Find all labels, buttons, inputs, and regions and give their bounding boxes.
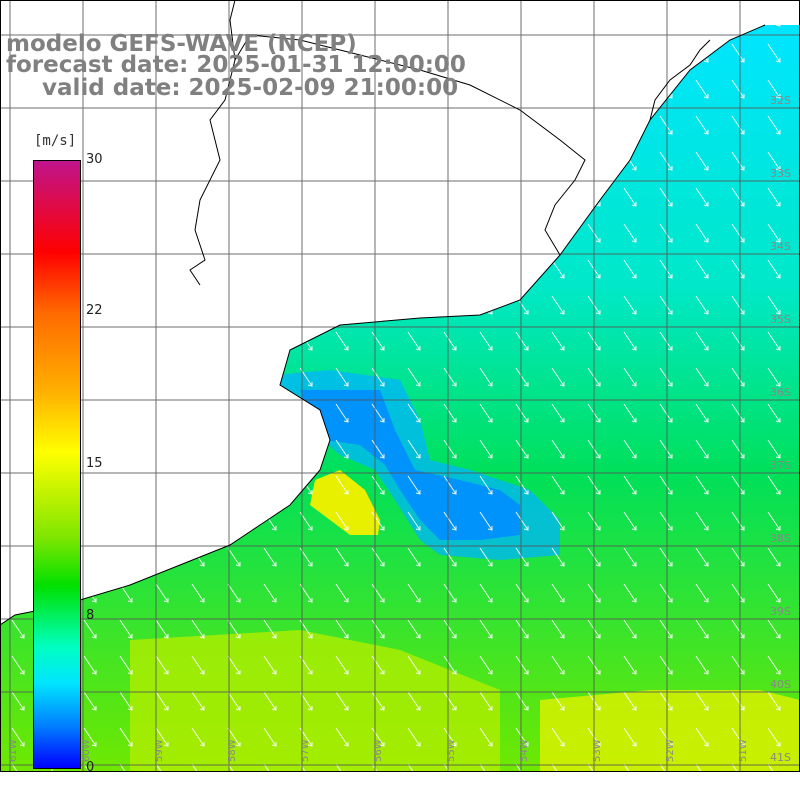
country-border-north bbox=[229, 0, 236, 61]
colorbar-tick: 0 bbox=[86, 760, 95, 775]
lat-label: 40S bbox=[770, 678, 791, 691]
lat-label: 37S bbox=[770, 459, 791, 472]
valid-date: valid date: 2025-02-09 21:00:00 bbox=[42, 75, 459, 101]
lat-label: 35S bbox=[770, 313, 791, 326]
colorbar-tick: 8 bbox=[86, 608, 95, 623]
lon-label: 53W bbox=[592, 739, 603, 762]
lat-label: 33S bbox=[770, 167, 791, 180]
lagoa-dos-patos bbox=[649, 39, 711, 121]
lon-label: 51W bbox=[738, 739, 749, 762]
lon-label: 61W bbox=[8, 739, 19, 762]
lat-label: 38S bbox=[770, 532, 791, 545]
sea-field bbox=[0, 0, 800, 772]
colorbar-unit: [m/s] bbox=[34, 133, 77, 149]
coastline bbox=[0, 0, 766, 626]
lat-lon-grid bbox=[0, 0, 800, 772]
lon-label: 56W bbox=[373, 739, 384, 762]
lon-label: 59W bbox=[154, 739, 165, 762]
lon-labels: 61W 60W 59W 58W 57W 56W 55W 54W 53W 52W … bbox=[8, 739, 749, 762]
colorbar-tick: 22 bbox=[86, 303, 103, 318]
lon-label: 55W bbox=[446, 739, 457, 762]
lat-labels: 32S 33S 34S 35S 36S 37S 38S 39S 40S 41S bbox=[770, 94, 791, 764]
land-mass bbox=[0, 0, 800, 625]
lat-label: 41S bbox=[770, 751, 791, 764]
lat-label: 39S bbox=[770, 605, 791, 618]
country-border-uruguay bbox=[189, 34, 586, 286]
colorbar bbox=[33, 160, 81, 769]
lon-label: 57W bbox=[300, 739, 311, 762]
lat-label: 34S bbox=[770, 240, 791, 253]
lon-label: 52W bbox=[665, 739, 676, 762]
lat-label: 36S bbox=[770, 386, 791, 399]
model-title: modelo GEFS-WAVE (NCEP) bbox=[6, 31, 357, 57]
lon-label: 54W bbox=[519, 739, 530, 762]
colorbar-tick: 15 bbox=[86, 456, 103, 471]
lat-label: 32S bbox=[770, 94, 791, 107]
colorbar-tick: 30 bbox=[86, 152, 103, 167]
forecast-date: forecast date: 2025-01-31 12:00:00 bbox=[6, 52, 466, 78]
lon-label: 58W bbox=[227, 739, 238, 762]
lon-label: 60W bbox=[81, 739, 92, 762]
